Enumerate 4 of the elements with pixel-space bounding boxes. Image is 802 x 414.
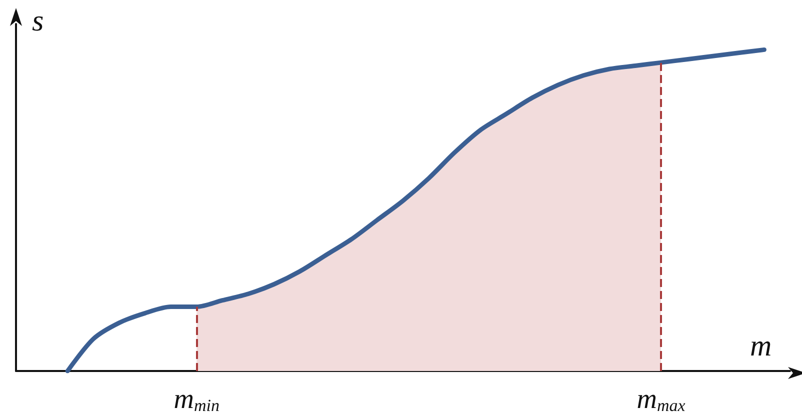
y-axis-title: s (32, 4, 44, 38)
x-tick-label: mmax (636, 384, 686, 414)
x-tick-label: mmin (174, 384, 220, 414)
x-axis-title: m (750, 330, 772, 362)
